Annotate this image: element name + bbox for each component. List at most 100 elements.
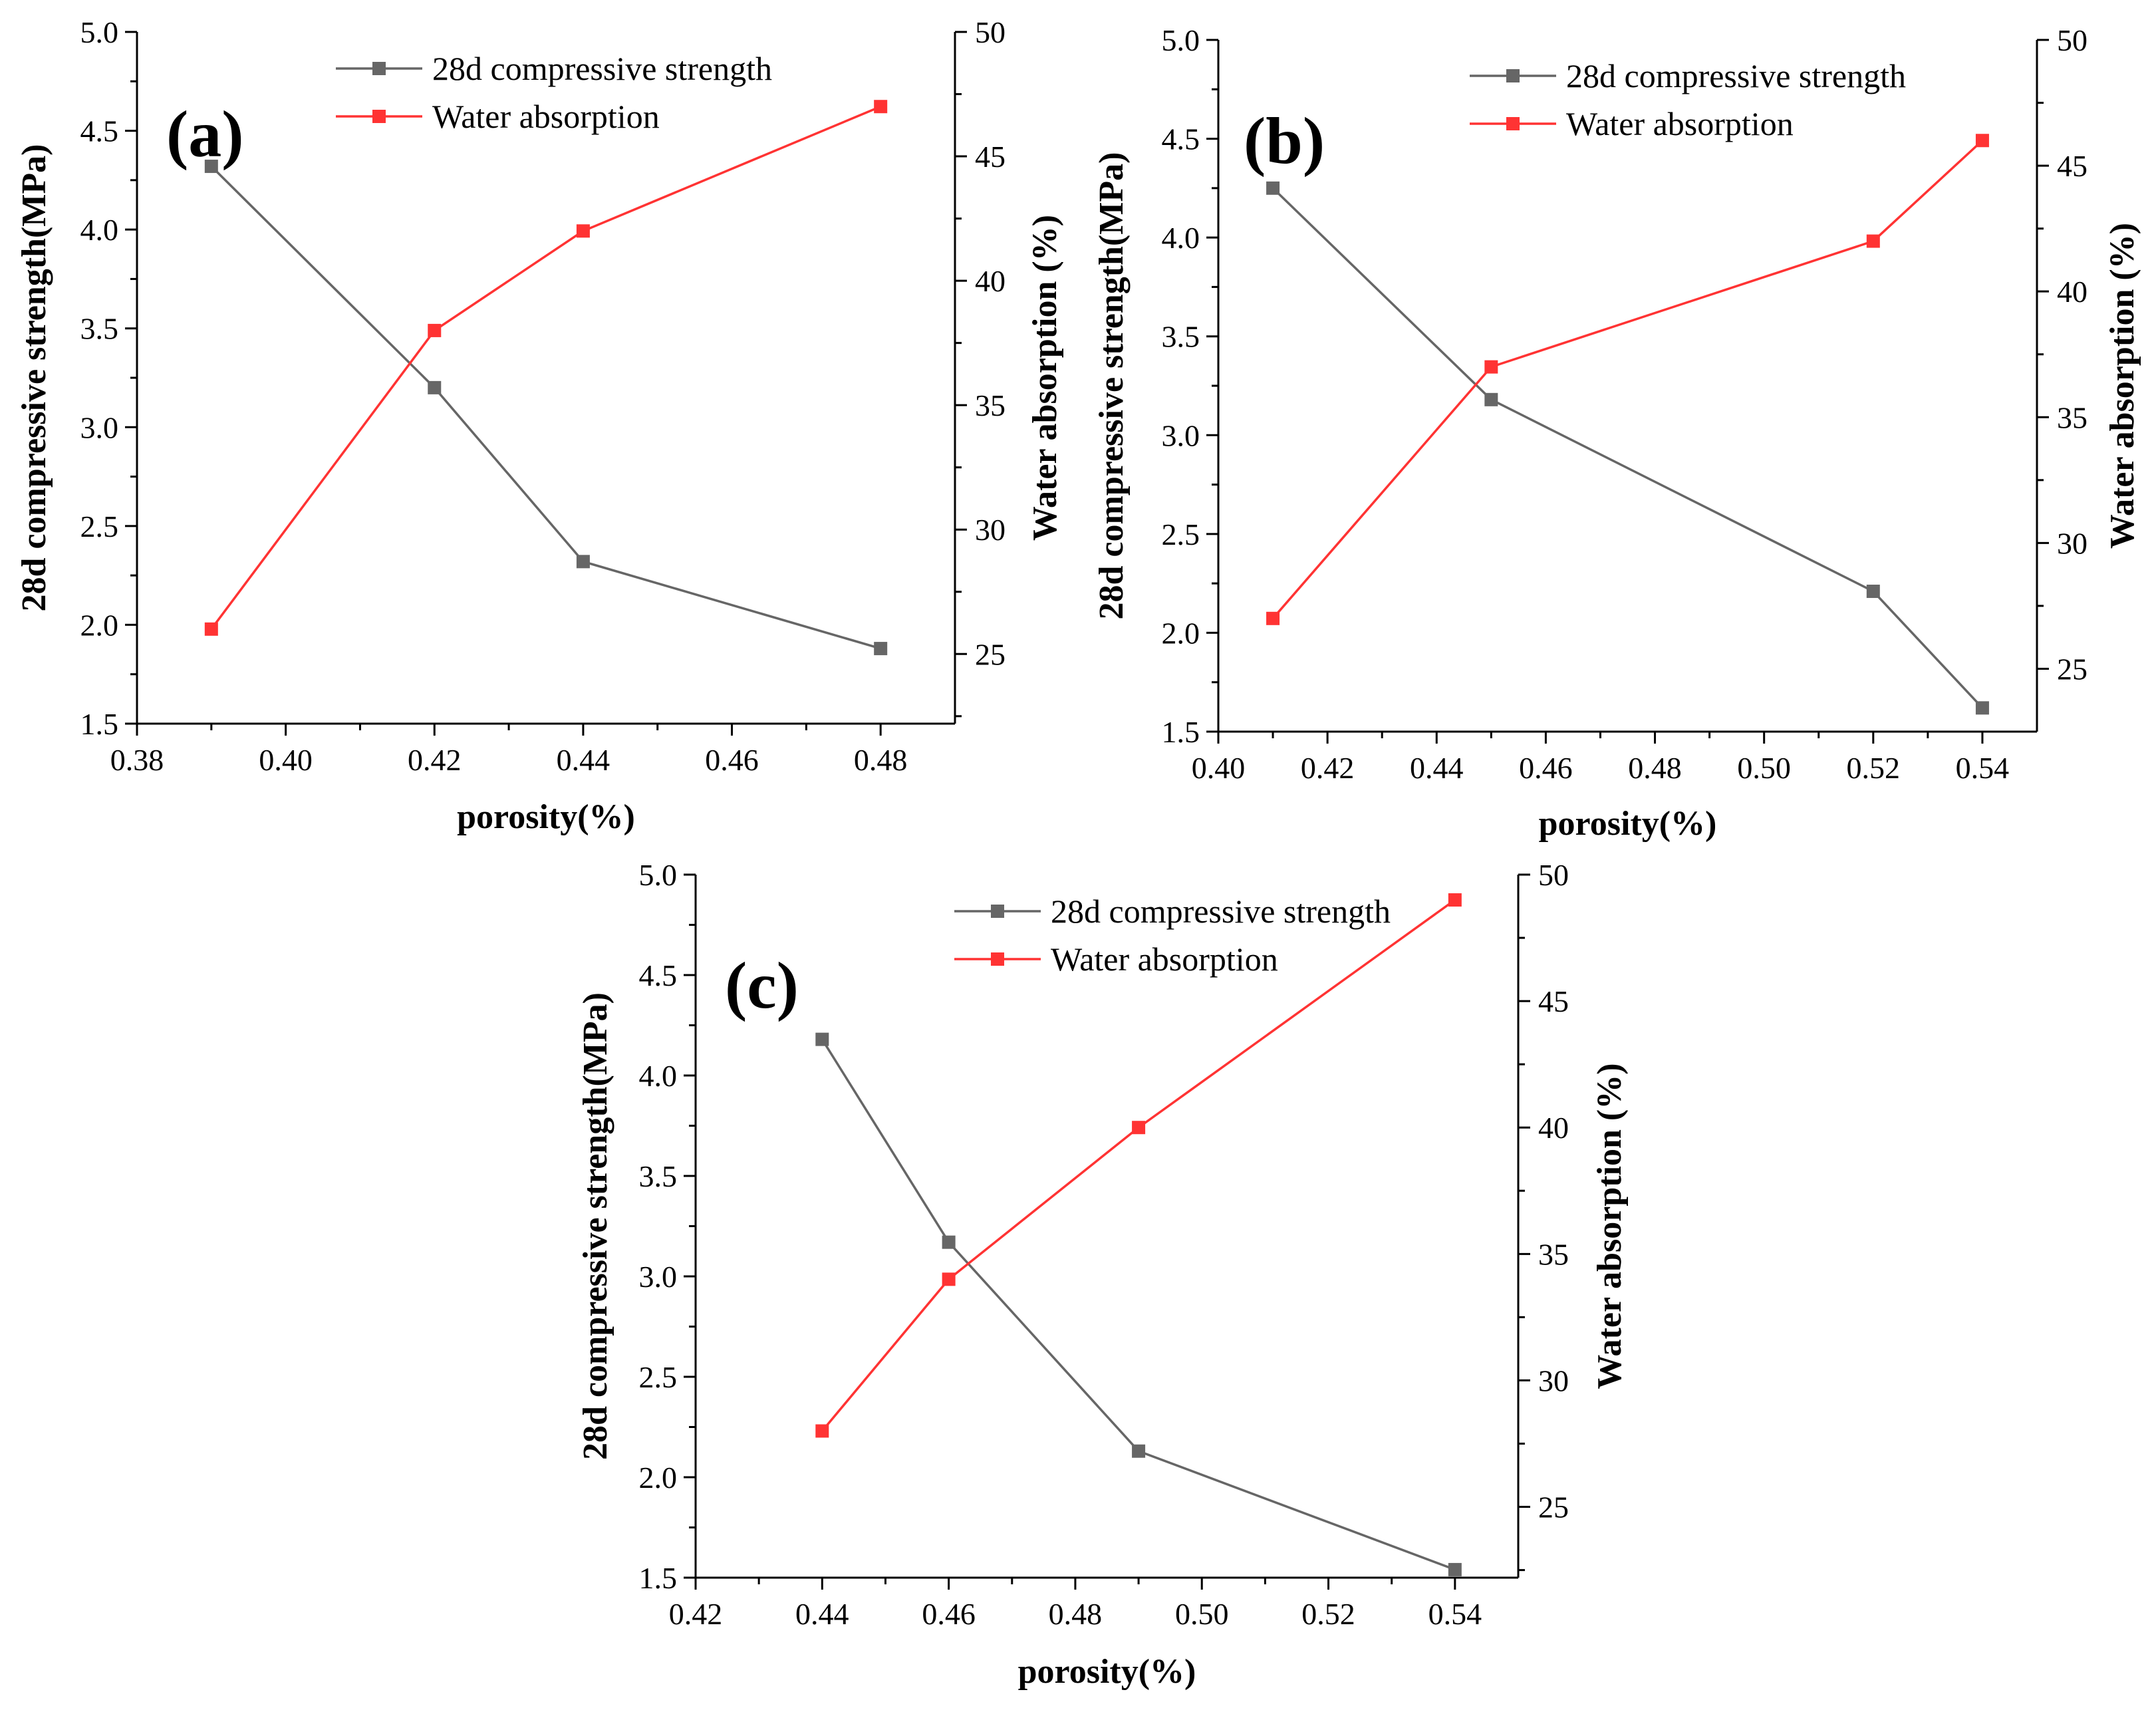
strength-data-point: [204, 160, 218, 174]
y-tick-label: 2.0: [639, 1461, 678, 1495]
x-tick-label: 0.52: [1847, 751, 1901, 785]
y-tick-label: 1.5: [1162, 715, 1200, 749]
strength-series-line: [210, 165, 881, 650]
y-tick-label: 2.0: [1162, 616, 1200, 650]
y2-tick-label: 25: [1538, 1491, 1569, 1524]
strength-data-point: [874, 642, 888, 656]
y-tick-label: 4.0: [80, 213, 119, 247]
y2-tick-label: 25: [2057, 652, 2088, 686]
panel-label: (b): [1244, 104, 1325, 178]
y2-axis-title: Water absorption (%): [1591, 1063, 1629, 1389]
x-tick-label: 0.40: [259, 743, 313, 777]
strength-data-point: [815, 1032, 829, 1046]
x-tick-label: 0.54: [1956, 751, 2010, 785]
y-tick-label: 4.5: [1162, 122, 1200, 156]
y-tick-label: 3.5: [639, 1159, 678, 1193]
strength-data-point: [1484, 392, 1498, 406]
y2-tick-label: 35: [1538, 1237, 1569, 1271]
y2-tick-label: 40: [2057, 275, 2088, 309]
absorption-series-line: [210, 105, 881, 630]
y-tick-label: 5.0: [639, 858, 678, 892]
y-tick-label: 2.0: [80, 608, 119, 642]
absorption-data-point: [1266, 611, 1280, 625]
y-tick-label: 4.0: [639, 1059, 678, 1093]
y2-tick-label: 35: [2057, 400, 2088, 434]
y-tick-label: 4.0: [1162, 221, 1200, 255]
y-tick-label: 3.0: [1162, 418, 1200, 452]
y-tick-label: 4.5: [80, 114, 119, 148]
x-tick-label: 0.46: [922, 1597, 976, 1631]
x-tick-label: 0.48: [854, 743, 908, 777]
x-axis-title: porosity(%): [457, 798, 635, 836]
y2-tick-label: 30: [2057, 526, 2088, 560]
strength-series-line: [821, 1038, 1456, 1571]
y2-tick-label: 40: [975, 264, 1006, 298]
y-tick-label: 2.5: [639, 1360, 678, 1394]
y-axis-title: 28d compressive strength(MPa): [1093, 152, 1131, 620]
y-tick-label: 2.5: [1162, 517, 1200, 551]
x-tick-label: 0.54: [1428, 1597, 1482, 1631]
strength-data-point: [1866, 585, 1880, 599]
absorption-data-point: [1448, 893, 1462, 907]
y-tick-label: 3.0: [80, 410, 119, 444]
y-axis-title: 28d compressive strength(MPa): [15, 144, 53, 612]
absorption-data-point: [576, 224, 590, 238]
absorption-data-point: [1866, 234, 1880, 248]
absorption-data-point: [1975, 134, 1989, 148]
absorption-data-point: [204, 622, 218, 636]
y2-tick-label: 25: [975, 637, 1006, 671]
legend-label-absorption: Water absorption: [1566, 105, 1794, 142]
strength-data-point: [576, 555, 590, 569]
y-axis-title: 28d compressive strength(MPa): [577, 992, 614, 1460]
chart-panel-b: 0.40 0.42 0.44 0.46 0.48 0.50 0.52 0.54 1.5 2.0 2.…: [1093, 23, 2141, 843]
x-tick-label: 0.50: [1175, 1597, 1229, 1631]
y-tick-label: 3.5: [1162, 320, 1200, 354]
x-tick-label: 0.40: [1192, 751, 1246, 785]
y-tick-label: 5.0: [1162, 23, 1200, 57]
legend-marker: [991, 905, 1004, 918]
absorption-series-line: [1272, 139, 1984, 619]
legend-marker: [1506, 117, 1520, 130]
y-tick-label: 1.5: [80, 707, 119, 741]
absorption-data-point: [1484, 360, 1498, 374]
legend-label-strength: 28d compressive strength: [1566, 57, 1906, 94]
x-tick-label: 0.48: [1049, 1597, 1103, 1631]
y-tick-label: 3.0: [639, 1260, 678, 1294]
x-tick-label: 0.44: [795, 1597, 849, 1631]
strength-data-point: [1132, 1444, 1146, 1458]
y2-tick-label: 50: [1538, 858, 1569, 892]
x-tick-label: 0.38: [110, 743, 164, 777]
strength-data-point: [428, 380, 442, 394]
absorption-series-line: [821, 899, 1456, 1432]
legend-marker: [1506, 69, 1520, 82]
y2-tick-label: 35: [975, 388, 1006, 422]
panel-label: (c): [725, 948, 799, 1022]
y2-tick-label: 45: [2057, 149, 2088, 183]
legend-marker: [991, 952, 1004, 966]
x-tick-label: 0.46: [1519, 751, 1573, 785]
x-tick-label: 0.44: [1410, 751, 1464, 785]
x-tick-label: 0.42: [1301, 751, 1355, 785]
strength-data-point: [1975, 701, 1989, 715]
y-tick-label: 4.5: [639, 958, 678, 992]
legend-marker: [372, 110, 386, 123]
absorption-data-point: [815, 1424, 829, 1438]
x-tick-label: 0.46: [705, 743, 759, 777]
legend-label-strength: 28d compressive strength: [432, 50, 772, 87]
y2-tick-label: 30: [1538, 1363, 1569, 1397]
x-axis-title: porosity(%): [1539, 805, 1717, 843]
y2-axis-title: Water absorption (%): [1026, 215, 1064, 541]
legend-label-absorption: Water absorption: [1051, 940, 1278, 978]
absorption-data-point: [428, 323, 442, 337]
strength-data-point: [1448, 1562, 1462, 1576]
legend-label-strength: 28d compressive strength: [1051, 893, 1391, 930]
strength-data-point: [1266, 181, 1280, 195]
y2-tick-label: 45: [1538, 984, 1569, 1018]
absorption-data-point: [874, 100, 888, 114]
absorption-data-point: [1132, 1121, 1146, 1135]
x-tick-label: 0.52: [1301, 1597, 1355, 1631]
y2-tick-label: 30: [975, 513, 1006, 547]
x-tick-label: 0.42: [408, 743, 462, 777]
strength-series-line: [1272, 187, 1984, 709]
